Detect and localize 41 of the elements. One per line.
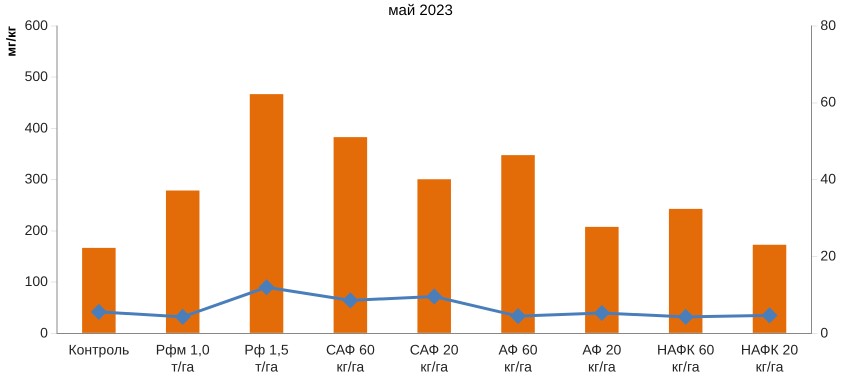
bar xyxy=(82,248,116,333)
bar xyxy=(250,94,284,333)
bar xyxy=(668,208,702,333)
y-tick-label: 200 xyxy=(24,222,48,238)
point xyxy=(510,308,526,324)
point xyxy=(426,289,442,304)
x-tick-label: Контроль xyxy=(68,342,130,358)
y-tick-label: 500 xyxy=(24,68,48,84)
x-tick-label: САФ 20 кг/га xyxy=(410,342,459,374)
point xyxy=(175,309,190,324)
y-tick-label: 600 xyxy=(24,16,48,33)
y2-tick-label: 20 xyxy=(820,247,836,264)
y2-tick-label: 60 xyxy=(820,94,836,110)
bar xyxy=(585,226,619,333)
point xyxy=(342,292,358,308)
bar xyxy=(752,244,786,333)
chart-title: май 2023 xyxy=(388,2,453,20)
x-tick-label: Рф 1,5 т/га xyxy=(244,342,289,374)
x-tick-label: САФ 60 кг/га xyxy=(326,342,375,374)
x-tick-label: Рфм 1,0 т/га xyxy=(156,342,210,374)
x-tick-label: АФ 20 кг/га xyxy=(582,342,622,374)
bar xyxy=(166,190,200,333)
y2-tick-label: 40 xyxy=(820,170,836,187)
y-tick-label: 100 xyxy=(24,273,48,290)
y-tick-label: 0 xyxy=(40,324,48,340)
y-axis-title: мг/кг xyxy=(3,25,18,57)
y2-tick-label: 0 xyxy=(820,324,828,340)
bar xyxy=(417,179,451,333)
point xyxy=(259,280,274,295)
bar xyxy=(501,155,535,333)
point xyxy=(594,306,610,321)
bar xyxy=(334,137,368,333)
point xyxy=(678,309,694,324)
x-tick-label: НАФК 60 кг/га xyxy=(657,342,715,374)
point xyxy=(91,304,106,320)
y-tick-label: 400 xyxy=(24,119,48,136)
point xyxy=(762,308,778,323)
x-tick-label: НАФК 20 кг/га xyxy=(740,342,798,374)
y-tick-label: 300 xyxy=(24,170,48,187)
y2-tick-label: 80 xyxy=(820,16,836,33)
x-tick-label: АФ 60 кг/га xyxy=(498,342,538,374)
